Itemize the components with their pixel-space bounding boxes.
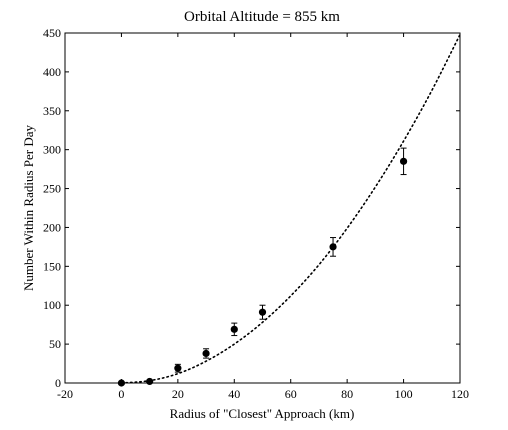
data-points-layer <box>117 147 408 387</box>
fit-curve-layer <box>120 33 461 384</box>
x-tick-label: -20 <box>57 387 73 401</box>
y-tick-label: 350 <box>43 104 61 118</box>
data-point <box>399 157 408 165</box>
data-point <box>230 325 238 333</box>
y-tick-label: 400 <box>43 65 61 79</box>
y-tick-label: 300 <box>43 143 61 157</box>
y-tick-label: 100 <box>43 298 61 312</box>
y-tick-label: 150 <box>43 259 61 273</box>
x-tick-label: 40 <box>228 387 240 401</box>
y-tick-label: 450 <box>43 26 61 40</box>
y-axis-label: Number Within Radius Per Day <box>21 124 36 291</box>
y-tick-label: 250 <box>43 182 61 196</box>
y-tick-label: 200 <box>43 220 61 234</box>
data-point <box>202 349 210 358</box>
chart-title: Orbital Altitude = 855 km <box>184 9 340 25</box>
data-point <box>258 308 267 316</box>
x-tick-label: 20 <box>172 387 184 401</box>
y-tick-label: 50 <box>49 337 61 351</box>
x-tick-label: 100 <box>395 387 413 401</box>
x-tick-label: 80 <box>341 387 353 401</box>
data-point <box>174 364 182 372</box>
x-tick-label: 120 <box>451 387 469 401</box>
axis-ticks-group: -20 0 20 40 60 80 100 1200501001502002503003504… <box>43 26 469 401</box>
data-point <box>146 377 154 386</box>
data-point <box>117 379 126 387</box>
x-tick-label: 0 <box>118 387 124 401</box>
y-tick-label: 0 <box>55 376 61 390</box>
plot-frame <box>64 32 461 384</box>
fit-curve-line <box>120 33 461 384</box>
x-axis-label: Radius of "Closest" Approach (km) <box>170 406 355 421</box>
data-point <box>329 243 337 251</box>
x-tick-label: 60 <box>285 387 297 401</box>
